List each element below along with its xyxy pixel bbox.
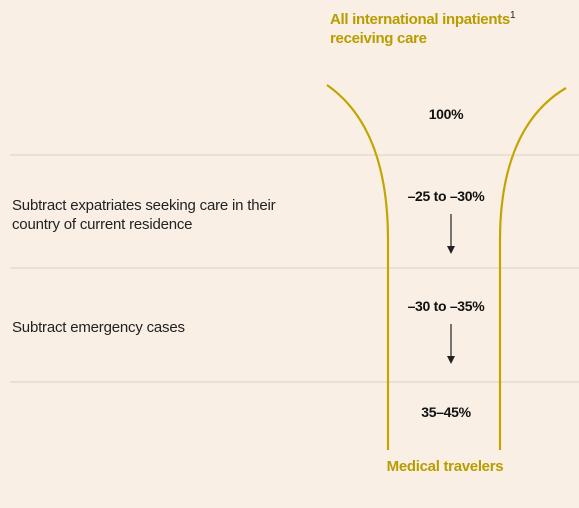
arrow: [447, 214, 455, 254]
stage-value: 100%: [428, 106, 464, 122]
title-line: receiving care: [330, 30, 427, 47]
stage-label: Subtract emergency cases: [12, 319, 185, 336]
title-line: All international inpatients: [330, 11, 510, 28]
funnel-right: [498, 87, 567, 450]
header-title: All international inpatients1 receiving …: [330, 6, 516, 48]
stage-value: –30 to –35%: [407, 298, 485, 314]
stage-value: –25 to –30%: [407, 188, 485, 204]
footer-title: Medical travelers: [386, 458, 504, 475]
funnel-left: [326, 84, 390, 450]
arrow: [447, 324, 455, 364]
stage-value: 35–45%: [421, 404, 471, 420]
stage-label: Subtract expatriates seeking care in the…: [12, 197, 276, 233]
footnote-marker: 1: [509, 10, 516, 21]
